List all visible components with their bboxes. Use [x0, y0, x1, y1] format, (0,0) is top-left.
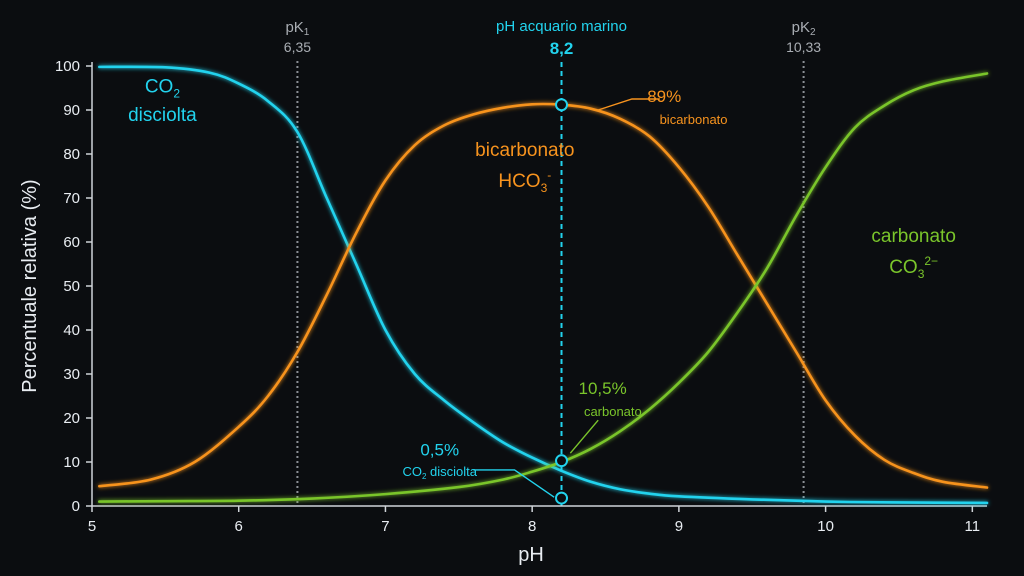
x-tick-label: 7 — [381, 518, 389, 535]
y-tick-label: 30 — [63, 366, 80, 383]
series-annotation: 0,5% — [420, 440, 459, 459]
x-tick-label: 11 — [965, 518, 981, 535]
series-annotation: CO2 — [145, 76, 181, 100]
y-tick-label: 100 — [55, 58, 80, 75]
annotation-leader-line — [569, 419, 599, 454]
series-annotation: HCO3- — [498, 168, 551, 195]
data-point-marker — [555, 491, 569, 505]
series-annotation: bicarbonato — [475, 140, 574, 161]
series-annotation: CO32− — [889, 254, 938, 281]
y-axis-title: Percentuale relativa (%) — [19, 179, 41, 392]
y-tick-label: 80 — [63, 146, 80, 163]
pk-value: 10,33 — [786, 39, 821, 55]
ph-reference-value: 8,2 — [550, 39, 574, 58]
axes: 5 6 7 8 9 10 11 0 10 20 30 40 50 60 70 80 90 100 — [55, 58, 987, 535]
series-annotation: CO2 disciolta — [402, 464, 477, 481]
y-tick-label: 50 — [63, 278, 80, 295]
series-line-co2-disciolta — [98, 65, 989, 505]
y-tick-label: 40 — [63, 322, 80, 339]
x-axis-title: pH — [518, 544, 544, 566]
x-tick-label: 5 — [88, 518, 96, 535]
x-tick-label: 10 — [817, 518, 834, 535]
data-point-marker — [555, 454, 569, 468]
x-tick-label: 6 — [235, 518, 243, 535]
series-annotation: disciolta — [128, 105, 197, 126]
point-markers — [555, 98, 569, 505]
leader-lines — [473, 98, 660, 498]
ph-reference-label: pH acquario marino — [496, 18, 627, 35]
x-tick-label: 9 — [675, 518, 683, 535]
series-lines — [98, 65, 989, 505]
pk-value: 6,35 — [284, 39, 311, 55]
y-tick-label: 60 — [63, 234, 80, 251]
series-annotation: 10,5% — [578, 379, 626, 398]
x-tick-label: 8 — [528, 518, 536, 535]
y-tick-label: 90 — [63, 102, 80, 119]
y-tick-label: 70 — [63, 190, 80, 207]
series-annotation: 89% — [647, 87, 681, 106]
series-annotation: carbonato — [871, 226, 956, 247]
y-tick-label: 0 — [72, 498, 80, 515]
series-line-carbonato-co3-2 — [98, 72, 989, 503]
annotation-leader-line — [473, 469, 555, 498]
pk-label: pK2 — [792, 19, 816, 38]
y-tick-label: 10 — [63, 454, 80, 471]
annotation-leader-line — [597, 98, 660, 111]
annotations: CO2 disciolta bicarbonato HCO3- carbonato CO3… — [128, 76, 956, 481]
y-tick-label: 20 — [63, 410, 80, 427]
series-annotation: bicarbonato — [660, 112, 728, 127]
data-point-marker — [555, 98, 569, 112]
series-line-bicarbonato-hco3 — [98, 102, 989, 489]
series-annotation: carbonato — [584, 404, 642, 419]
pk-label: pK1 — [285, 19, 309, 38]
